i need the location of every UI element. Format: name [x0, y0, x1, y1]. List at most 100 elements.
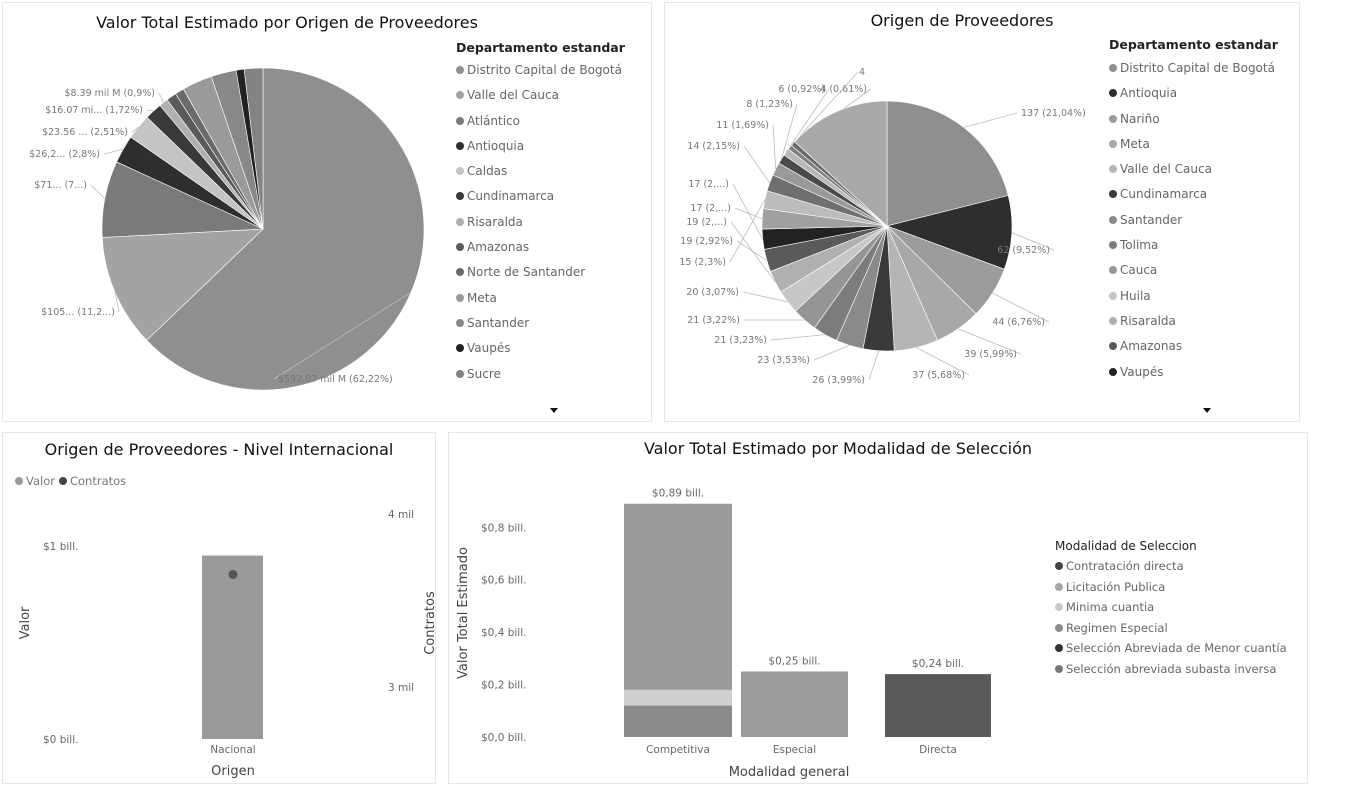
pie-value-legend-item-valle-del-cauca[interactable]: Valle del Cauca — [456, 85, 622, 110]
pie-value-legend-item-meta[interactable]: Meta — [456, 288, 622, 313]
pie-value-legend-item-santander[interactable]: Santander — [456, 313, 622, 338]
stack-legend-item-seleccion-abreviada-subasta-inversa[interactable]: Selección abreviada subasta inversa — [1055, 660, 1287, 681]
combo-x-axis-title: Origen — [211, 764, 255, 779]
pie-value-legend-scroll[interactable] — [550, 408, 558, 413]
pie-count-legend-item-cauca[interactable]: Cauca — [1109, 260, 1275, 285]
pie-value-leader-line-6 — [158, 92, 164, 103]
pie-value-slice-1[interactable] — [101, 228, 264, 341]
legend-label: Amazonas — [1120, 339, 1183, 354]
legend-label: Meta — [1120, 136, 1150, 151]
pie-value-legend-item-antioquia[interactable]: Antioquia — [456, 136, 622, 161]
legend-label: Valle del Cauca — [467, 88, 559, 103]
pie-value-legend: Distrito Capital de Bogotá Valle del Cauc… — [456, 60, 622, 389]
legend-label: Santander — [1120, 212, 1183, 227]
legend-dot-icon — [456, 344, 464, 353]
pie-count-leader-line-0 — [963, 112, 1018, 128]
pie-count-leader-line-14 — [729, 199, 766, 263]
pie-value-legend-item-amazonas[interactable]: Amazonas — [456, 237, 622, 262]
legend-label: Valle del Cauca — [1120, 162, 1212, 177]
legend-dot-icon — [1109, 367, 1117, 376]
pie-value-slice-label-4: $23.56 ... (2,51%) — [42, 127, 128, 138]
combo-legend-item-contratos[interactable]: Contratos — [58, 474, 127, 488]
pie-value-legend-title: Departamento estandar — [456, 40, 625, 55]
stack-panel: Valor Total Estimado por Modalidad de Se… — [448, 432, 1308, 784]
combo-point-nacional[interactable] — [228, 570, 238, 580]
combo-y-tick-label: $0 bill. — [43, 734, 78, 746]
pie-count-leader-line-9 — [742, 291, 788, 303]
pie-count-legend-item-vaupes[interactable]: Vaupés — [1109, 362, 1275, 387]
combo-legend-item-valor[interactable]: Valor — [15, 474, 55, 488]
stack-bar-directa-0[interactable] — [885, 674, 991, 737]
pie-value-legend-item-distrito-capital-de-bogota[interactable]: Distrito Capital de Bogotá — [456, 60, 622, 85]
legend-dot-icon — [1109, 139, 1117, 148]
pie-count-legend-item-narino[interactable]: Nariño — [1109, 109, 1275, 134]
stack-y-tick-label: $0,0 bill. — [481, 732, 526, 744]
pie-value-slice-12[interactable] — [243, 67, 264, 230]
pie-count-legend-item-cundinamarca[interactable]: Cundinamarca — [1109, 184, 1275, 209]
pie-count-legend-item-risaralda[interactable]: Risaralda — [1109, 311, 1275, 336]
pie-count-legend-item-tolima[interactable]: Tolima — [1109, 235, 1275, 260]
legend-label: Risaralda — [1120, 313, 1176, 328]
stack-total-label: $0,25 bill. — [768, 655, 820, 667]
pie-count-slice-1[interactable] — [885, 195, 1013, 270]
legend-label: Contratos — [69, 474, 127, 488]
stack-legend-item-seleccion-abreviada-de-menor-cuantia[interactable]: Selección Abreviada de Menor cuantía — [1055, 639, 1287, 660]
legend-dot-icon — [456, 293, 464, 302]
stack-bar-competitiva-1[interactable] — [624, 689, 732, 706]
pie-count-leader-line-15 — [743, 145, 771, 184]
pie-count-legend-scroll[interactable] — [1203, 408, 1211, 413]
pie-count-legend-item-meta[interactable]: Meta — [1109, 134, 1275, 159]
legend-dot-icon — [456, 66, 464, 74]
stack-legend-item-contratacion-directa[interactable]: Contratación directa — [1055, 557, 1287, 578]
pie-count-slice-label-10: 19 (2,...) — [686, 217, 727, 228]
legend-label: Risaralda — [467, 214, 523, 229]
pie-count-slice-label-13: 17 (2,...) — [690, 203, 731, 214]
pie-value-legend-item-caldas[interactable]: Caldas — [456, 161, 622, 186]
pie-value-slice-label-0: $592.07 mil M (62,22%) — [278, 374, 393, 385]
legend-dot-icon — [1109, 114, 1117, 123]
stack-legend-item-regimen-especial[interactable]: Regimen Especial — [1055, 619, 1287, 640]
pie-value-legend-item-sucre[interactable]: Sucre — [456, 364, 622, 389]
pie-value-legend-item-cundinamarca[interactable]: Cundinamarca — [456, 186, 622, 211]
pie-count-legend-item-valle-del-cauca[interactable]: Valle del Cauca — [1109, 159, 1275, 184]
legend-dot-icon — [1055, 582, 1063, 591]
stack-legend-item-minima-cuantia[interactable]: Minima cuantia — [1055, 598, 1287, 619]
stack-x-axis-title: Modalidad general — [729, 765, 850, 780]
stack-legend-title: Modalidad de Seleccion — [1055, 539, 1197, 553]
pie-value-legend-item-atlantico[interactable]: Atlántico — [456, 111, 622, 136]
pie-count-slice-21[interactable] — [794, 100, 888, 227]
pie-value-legend-item-risaralda[interactable]: Risaralda — [456, 212, 622, 237]
combo-y2-axis-title: Contratos — [423, 591, 437, 655]
pie-count-slice-label-20: 4 — [859, 67, 865, 78]
legend-label: Huila — [1120, 288, 1151, 303]
combo-y-tick-label: $1 bill. — [43, 541, 78, 553]
legend-label: Distrito Capital de Bogotá — [467, 63, 622, 77]
pie-count-slice-label-9: 20 (3,07%) — [686, 287, 739, 298]
pie-count-legend-item-distrito-capital-de-bogota[interactable]: Distrito Capital de Bogotá — [1109, 58, 1275, 83]
stack-bar-competitiva-2[interactable] — [624, 503, 732, 690]
pie-count-legend-item-antioquia[interactable]: Antioquia — [1109, 83, 1275, 108]
combo-y2-tick-label: 4 mil — [388, 509, 414, 521]
pie-count-slice-label-19: 4 (0,61%) — [820, 84, 867, 95]
combo-chart: $0 bill. $1 bill. 3 mil 4 mil Nacional Origen… — [18, 509, 437, 779]
stack-legend-item-licitacion-publica[interactable]: Licitación Publica — [1055, 578, 1287, 599]
pie-count-legend-item-amazonas[interactable]: Amazonas — [1109, 336, 1275, 361]
pie-count-leader-line-16 — [772, 124, 777, 170]
stack-bar-especial-0[interactable] — [741, 671, 848, 737]
pie-value-legend-item-norte-de-santander[interactable]: Norte de Santander — [456, 262, 622, 287]
pie-count-slice-label-18: 6 (0,92%) — [778, 84, 825, 95]
legend-dot-icon — [456, 116, 464, 125]
pie-count-legend-item-huila[interactable]: Huila — [1109, 286, 1275, 311]
combo-bar-nacional[interactable] — [202, 555, 263, 739]
pie-count-slice-label-8: 21 (3,22%) — [687, 315, 740, 326]
pie-value-slice-label-2: $71... (7...) — [34, 180, 87, 191]
pie-value-legend-item-vaupes[interactable]: Vaupés — [456, 338, 622, 363]
legend-label: Caldas — [467, 164, 508, 179]
stack-bar-competitiva-0[interactable] — [624, 705, 732, 737]
stack-y-tick-label: $0,6 bill. — [481, 575, 526, 587]
legend-label: Distrito Capital de Bogotá — [1120, 61, 1275, 75]
pie-count-panel: Origen de Proveedores 137 (21,04%) 62 (9,… — [664, 2, 1300, 422]
pie-count-legend-item-santander[interactable]: Santander — [1109, 210, 1275, 235]
legend-label: Cauca — [1120, 263, 1158, 278]
legend-label: Sucre — [467, 366, 501, 381]
